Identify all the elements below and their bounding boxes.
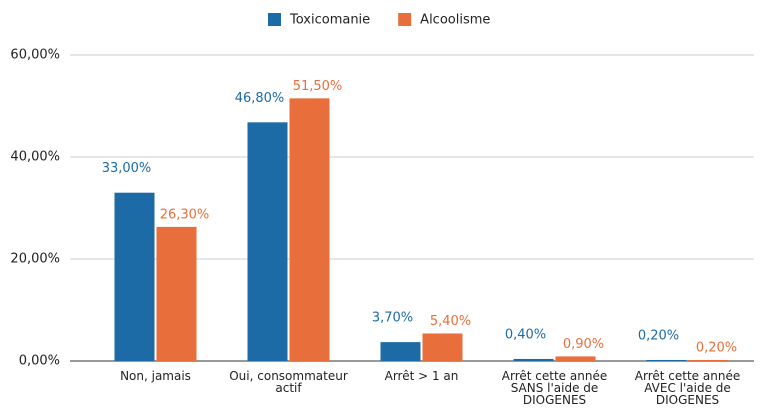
x-tick-label: Oui, consommateur actif: [229, 369, 348, 395]
bar: [688, 359, 729, 361]
legend-label: Toxicomanie: [289, 13, 370, 28]
bar: [422, 333, 463, 361]
value-label: 46,80%: [235, 91, 285, 106]
x-tick-label: Arrêt > 1 an: [384, 369, 459, 383]
bar: [156, 226, 197, 361]
legend-swatch: [268, 13, 281, 26]
bar: [555, 356, 596, 361]
value-label: 0,20%: [696, 340, 737, 355]
bar: [513, 358, 554, 361]
value-label: 26,30%: [160, 207, 210, 222]
value-label: 0,20%: [638, 328, 679, 343]
y-tick-label: 20,00%: [10, 252, 60, 267]
y-tick-label: 0,00%: [19, 354, 60, 369]
x-tick-label: Arrêt cette année AVEC l'aide de DIOGENE…: [634, 369, 741, 407]
value-label: 3,70%: [372, 311, 413, 326]
bar: [646, 359, 687, 361]
y-tick-label: 60,00%: [10, 48, 60, 63]
legend-label: Alcoolisme: [420, 13, 490, 28]
bar: [289, 98, 330, 361]
x-tick-label: Non, jamais: [120, 369, 191, 383]
value-label: 33,00%: [102, 161, 152, 176]
bar: [380, 342, 421, 361]
value-label: 51,50%: [293, 79, 343, 94]
bar: [247, 122, 288, 361]
value-label: 0,90%: [563, 337, 604, 352]
legend-swatch: [398, 13, 412, 26]
y-tick-label: 40,00%: [10, 150, 60, 165]
x-tick-label: Arrêt cette année SANS l'aide de DIOGENE…: [501, 369, 608, 407]
bar: [114, 192, 155, 361]
value-label: 5,40%: [430, 314, 471, 329]
value-label: 0,40%: [505, 327, 546, 342]
